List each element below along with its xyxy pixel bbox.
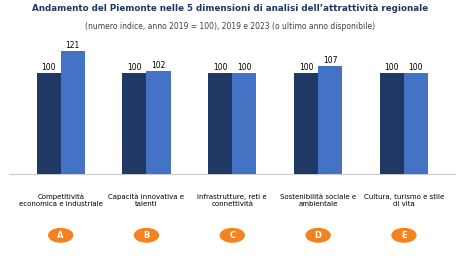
Bar (146, 71, 170, 174)
Text: 100: 100 (127, 63, 141, 72)
Text: 121: 121 (66, 41, 80, 50)
Bar (37, 73, 61, 174)
Text: D: D (314, 231, 321, 240)
Text: 100: 100 (408, 63, 422, 72)
Text: Andamento del Piemonte nelle 5 dimensioni di analisi dell’attrattività regionale: Andamento del Piemonte nelle 5 dimension… (32, 4, 427, 13)
Text: A: A (57, 231, 64, 240)
Text: C: C (229, 231, 235, 240)
Bar (122, 73, 146, 174)
Text: 100: 100 (384, 63, 398, 72)
Bar (61, 51, 84, 174)
Bar (293, 73, 318, 174)
Text: 102: 102 (151, 61, 165, 70)
Text: (numero indice, anno 2019 = 100), 2019 e 2023 (o ultimo anno disponibile): (numero indice, anno 2019 = 100), 2019 e… (85, 22, 374, 31)
Text: 100: 100 (236, 63, 251, 72)
Text: E: E (400, 231, 406, 240)
Bar (403, 73, 427, 174)
Bar (232, 73, 256, 174)
Bar (379, 73, 403, 174)
Text: 100: 100 (41, 63, 56, 72)
Text: 107: 107 (322, 56, 336, 65)
Bar (208, 73, 232, 174)
Text: B: B (143, 231, 149, 240)
Bar (318, 66, 341, 174)
Text: 100: 100 (213, 63, 227, 72)
Text: 100: 100 (298, 63, 313, 72)
